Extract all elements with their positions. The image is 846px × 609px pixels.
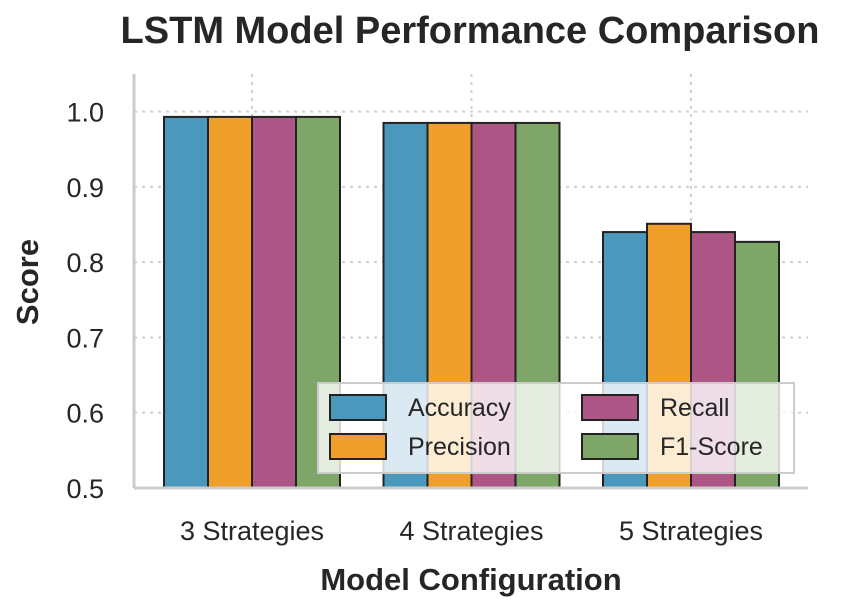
bar-recall-1 — [251, 115, 297, 489]
legend-swatch — [581, 433, 639, 460]
chart-title: LSTM Model Performance Comparison — [121, 10, 820, 52]
legend-swatch — [329, 433, 387, 460]
x-tick-label: 5 Strategies — [619, 516, 763, 546]
legend-swatch — [581, 394, 639, 421]
legend-label: Precision — [408, 433, 511, 461]
legend-swatch — [329, 394, 387, 421]
y-tick-label: 0.8 — [66, 248, 104, 278]
bar-accuracy-1 — [163, 115, 209, 489]
y-tick-label: 1.0 — [66, 98, 104, 128]
x-tick-label: 3 Strategies — [180, 516, 324, 546]
x-tick-label: 4 Strategies — [399, 516, 543, 546]
legend-box — [317, 382, 795, 474]
y-tick-labels: 0.5 0.6 0.7 0.8 0.9 1.0 — [66, 98, 104, 504]
y-tick-label: 0.9 — [66, 173, 104, 203]
legend-label: Recall — [660, 394, 729, 422]
y-tick-label: 0.6 — [66, 399, 104, 429]
legend: Accuracy Precision Recall F1-Score — [317, 382, 795, 474]
y-axis-label: Score — [10, 239, 45, 325]
y-tick-label: 0.5 — [66, 474, 104, 504]
legend-label: Accuracy — [408, 394, 511, 422]
legend-label: F1-Score — [660, 433, 763, 461]
x-axis-label: Model Configuration — [320, 562, 621, 597]
y-tick-label: 0.7 — [66, 323, 104, 353]
bar-precision-1 — [207, 115, 253, 489]
x-tick-labels: 3 Strategies 4 Strategies 5 Strategies — [180, 516, 763, 546]
